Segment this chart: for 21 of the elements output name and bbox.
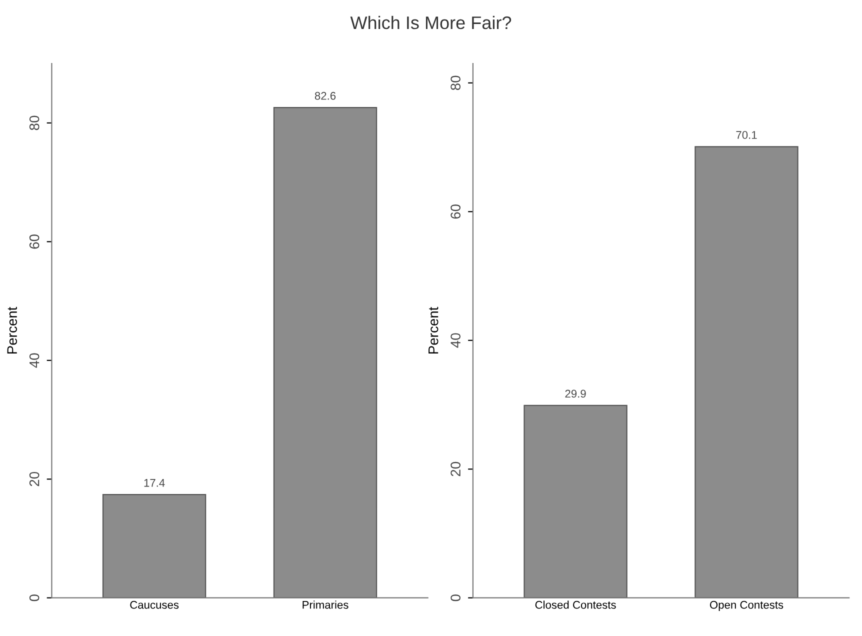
y-tick-label: 80 — [29, 116, 40, 130]
x-tick-label: Open Contests — [710, 600, 784, 611]
y-tick-label: 20 — [29, 472, 40, 486]
x-tick-label: Primaries — [302, 600, 348, 609]
y-axis-title: Percent — [428, 306, 438, 354]
y-tick-label: 0 — [450, 594, 460, 602]
y-tick-label: 20 — [450, 462, 460, 476]
data-label: 29.9 — [565, 390, 586, 398]
x-tick-label: Closed Contests — [535, 600, 616, 609]
y-tick-label: 40 — [29, 353, 40, 368]
data-label: 82.6 — [314, 92, 336, 100]
y-tick-label: 0 — [29, 594, 40, 602]
chart-title: Which Is More Fair? — [350, 16, 512, 30]
data-label: 17.4 — [144, 479, 165, 487]
data-label: 70.1 — [736, 131, 757, 139]
y-tick-label: 60 — [450, 204, 460, 219]
x-tick-label: Caucuses — [130, 600, 179, 609]
y-tick-label: 80 — [450, 76, 460, 90]
y-axis-title: Percent — [7, 306, 18, 354]
y-tick-label: 40 — [450, 333, 460, 348]
y-tick-label: 60 — [29, 234, 40, 249]
